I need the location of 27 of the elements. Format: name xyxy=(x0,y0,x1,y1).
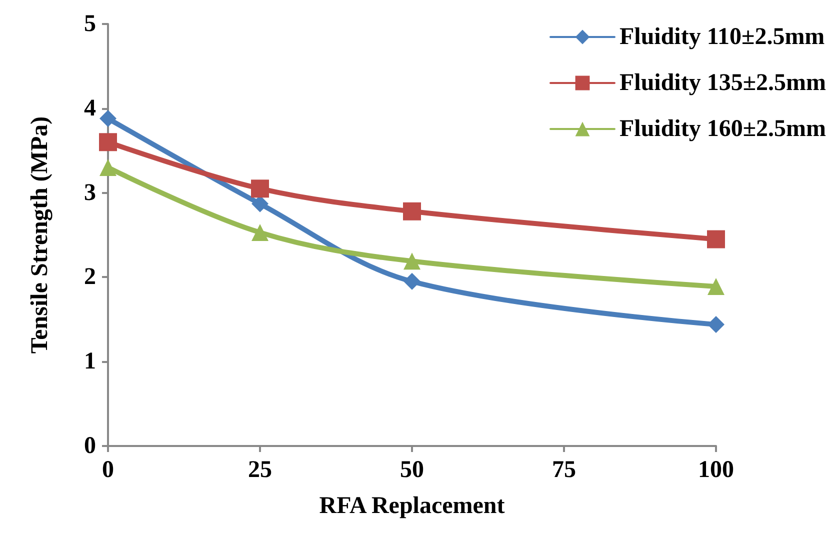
y-tick-label: 3 xyxy=(84,180,96,206)
y-tick-label: 0 xyxy=(84,433,96,459)
point xyxy=(403,202,421,220)
y-tick-label: 5 xyxy=(84,11,96,37)
point xyxy=(708,316,724,333)
x-tick-label: 100 xyxy=(698,457,734,483)
x-tick-label: 75 xyxy=(552,457,576,483)
legend-label: Fluidity 135±2.5mm xyxy=(619,70,826,96)
x-tick-label: 25 xyxy=(248,457,272,483)
point xyxy=(708,278,724,295)
y-tick-label: 1 xyxy=(84,348,96,375)
y-tick-label: 2 xyxy=(84,264,96,290)
y-tick-label: 4 xyxy=(84,95,96,122)
point xyxy=(707,230,725,248)
point xyxy=(251,180,269,198)
x-tick-label: 0 xyxy=(102,457,114,483)
legend-label: Fluidity 160±2.5mm xyxy=(619,116,826,142)
y-axis-title: Tensile Strength (MPa) xyxy=(27,116,53,354)
point xyxy=(252,224,268,241)
point xyxy=(100,110,116,128)
x-axis-title: RFA Replacement xyxy=(319,493,505,519)
point xyxy=(99,133,117,152)
point xyxy=(404,272,420,290)
x-tick-label: 50 xyxy=(400,457,424,483)
legend-label: Fluidity 110±2.5mm xyxy=(619,24,825,50)
point xyxy=(404,252,420,270)
point xyxy=(100,158,116,176)
